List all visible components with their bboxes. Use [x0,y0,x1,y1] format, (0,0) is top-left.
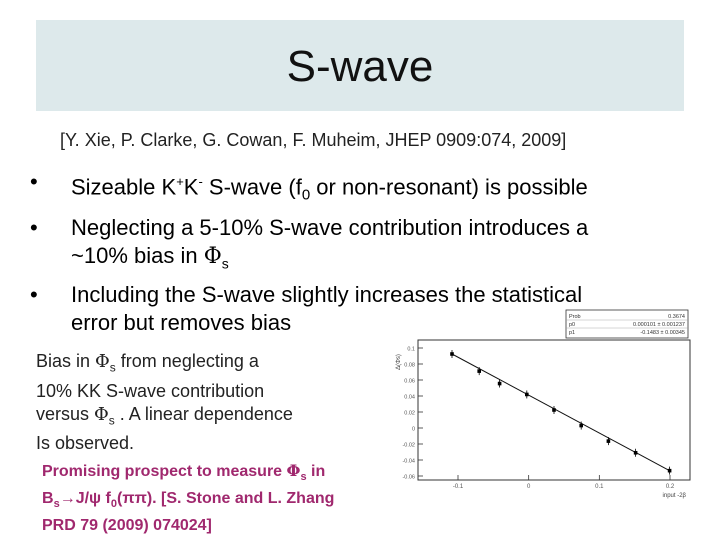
subscript-s: s [221,255,229,272]
stats-name: p0 [569,322,575,328]
stats-value: -0.1483 ± 0.00345 [640,330,685,336]
data-point [497,381,502,386]
slide-title: S-wave [286,42,434,91]
y-tick-label: 0 [412,427,415,433]
text: Bias in [36,351,96,371]
text: B [42,490,54,508]
text: 10% KK S-wave contribution [36,380,265,401]
y-tick-label: -0.02 [402,443,415,449]
text: versus [36,403,95,424]
y-axis-label: Δ(Φs) [396,354,402,370]
bullet-text: ~10% bias in [71,242,204,268]
text: Is observed. [36,433,135,454]
x-tick-label: 0 [527,484,531,490]
text: . A linear dependence [114,403,293,424]
text: in [306,463,326,480]
x-tick-label: 0.1 [595,484,604,490]
bias-description: Bias in Φs from neglecting a 10% KK S-wa… [36,350,366,455]
citation: [Y. Xie, P. Clarke, G. Cowan, F. Muheim,… [60,130,567,150]
subscript-s: s [53,498,60,511]
x-tick-label: -0.1 [453,484,464,490]
subscript-zero: 0 [110,498,117,511]
y-tick-label: -0.06 [402,475,415,481]
plot-frame [417,339,691,481]
bias-plot: 0.1 0.08 0.06 0.04 0.02 0 -0.02 -0.04 -0.06 -0.1 0… [396,309,691,499]
x-axis-label: input -2β [663,493,687,499]
subscript-s: s [109,360,116,375]
stats-name: Prob [569,314,581,320]
bullet-text: Sizeable K [71,174,177,200]
bullet-dot: • [30,214,38,240]
y-tick-label: -0.04 [402,459,415,465]
stats-name: p1 [569,330,575,336]
subscript-zero: 0 [301,186,311,204]
bullet-neglecting-swave: • Neglecting a 5-10% S-wave contribution… [30,214,690,277]
reference: PRD 79 (2009) 074024] [42,517,212,535]
subscript-s: s [300,471,307,484]
stats-value: 0.000101 ± 0.001237 [633,322,685,328]
stats-value: 0.3674 [668,314,685,320]
text: Promising prospect to measure [42,463,287,480]
subscript-s: s [108,413,115,428]
y-tick-label: 0.02 [404,411,415,417]
data-point [579,423,583,428]
text: (ππ). [117,490,157,508]
bullet-text: error but removes bias [71,310,292,336]
title-bar: S-wave [36,20,684,111]
text: f [101,490,111,508]
data-point [633,450,638,455]
data-point [667,468,672,473]
phi-symbol: Φ [203,243,222,269]
y-tick-label: 0.08 [404,363,415,369]
data-point [552,408,556,412]
text: J/ψ [75,490,102,508]
superscript-plus: + [176,174,184,189]
prospect-note: Promising prospect to measure Φs in Bs→J… [42,460,372,536]
text: from neglecting a [115,351,259,371]
bullet-list: • Sizeable K+K- S-wave (f0 or non-resona… [30,168,690,341]
stats-box [565,309,689,339]
data-point [477,369,481,373]
y-tick-label: 0.06 [404,379,415,385]
phi-symbol: Φ [94,403,109,425]
bullet-dot: • [30,282,38,308]
arrow-icon: → [59,490,76,508]
y-tick-label: 0.1 [407,347,415,353]
bullet-text: Neglecting a 5-10% S-wave contribution i… [71,214,589,240]
reference: [S. Stone and L. Zhang [156,490,335,508]
data-point [525,392,529,397]
phi-symbol: Φ [286,461,301,480]
bullet-including-swave: • Including the S-wave slightly increase… [30,281,690,337]
superscript-minus: - [198,174,203,189]
bullet-text: K [183,174,199,200]
fit-line [451,353,670,472]
bullet-text: S-wave (f [202,174,302,200]
y-tick-label: 0.04 [404,395,415,401]
bullet-text: or non-resonant) is possible [310,174,588,200]
bullet-text: Including the S-wave slightly increases … [71,282,583,308]
bullet-dot: • [30,169,38,194]
phi-symbol: Φ [95,351,110,372]
data-point [450,352,454,356]
bullet-sizeable-swave: • Sizeable K+K- S-wave (f0 or non-resona… [30,168,690,210]
data-point [606,439,611,443]
x-tick-label: 0.2 [666,484,675,490]
